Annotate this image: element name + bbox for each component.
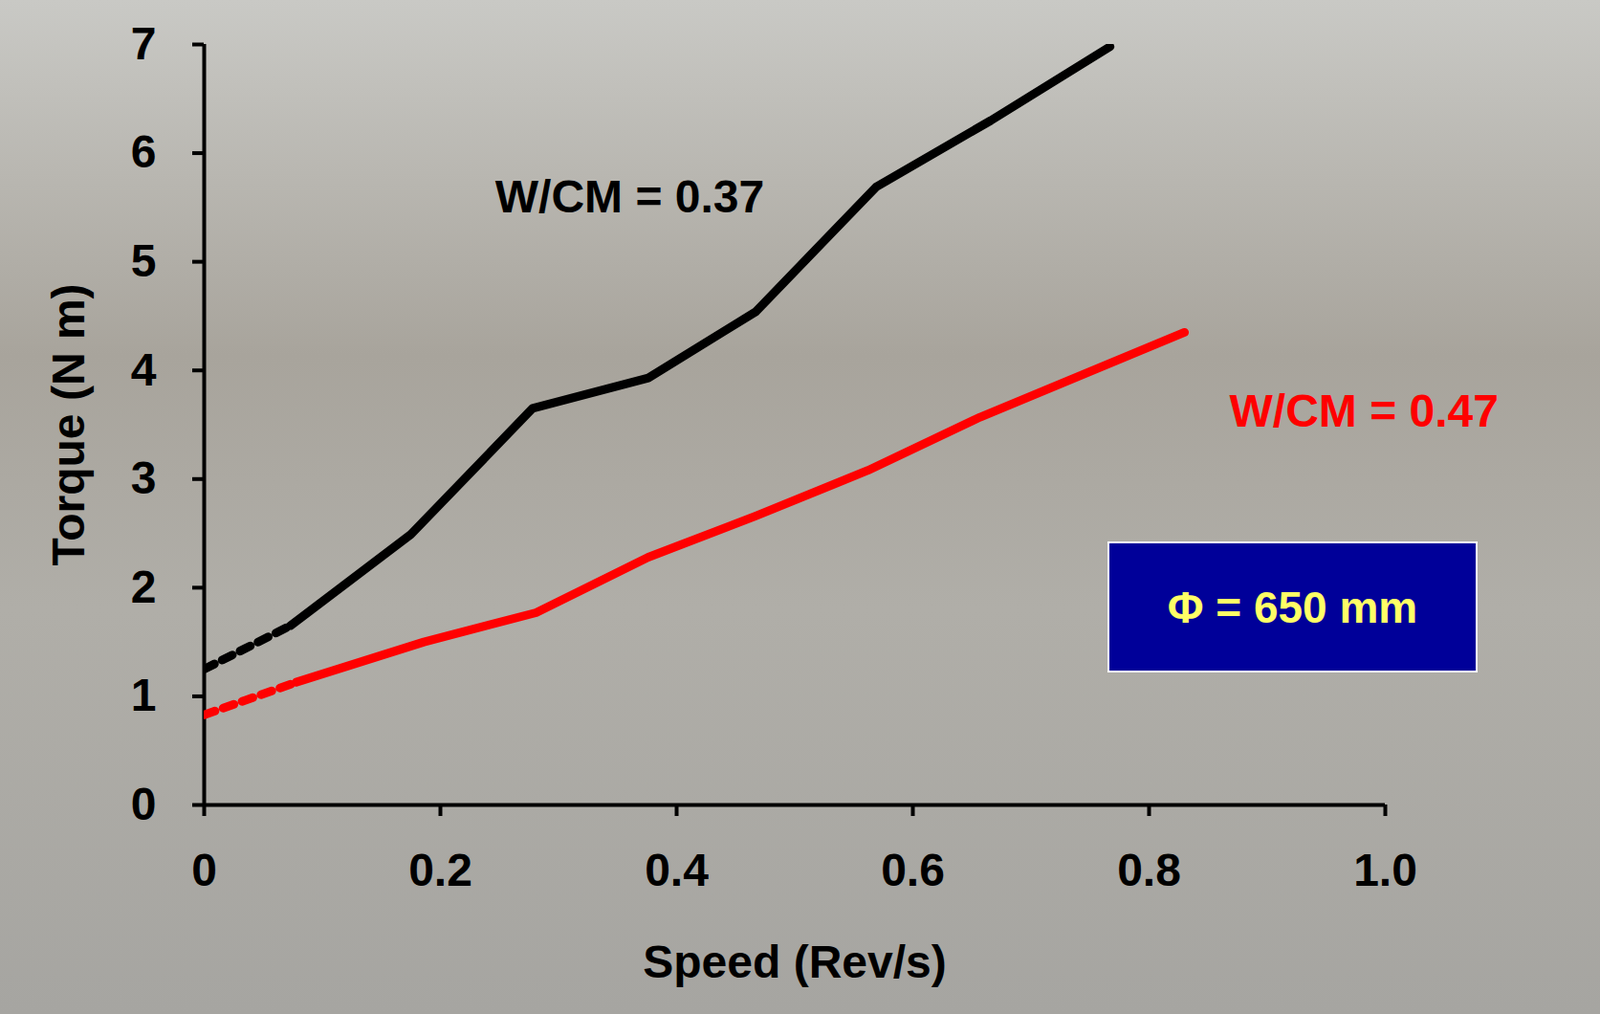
svg-text:6: 6 xyxy=(131,126,157,177)
svg-text:3: 3 xyxy=(131,452,157,504)
svg-text:5: 5 xyxy=(131,235,157,286)
svg-text:Torque (N m): Torque (N m) xyxy=(43,283,94,566)
html-text:Φ = 650 mm: Φ = 650 mm xyxy=(1167,581,1418,632)
svg-text:Speed (Rev/s): Speed (Rev/s) xyxy=(642,936,946,987)
svg-text:0.2: 0.2 xyxy=(408,844,473,896)
svg-text:2: 2 xyxy=(131,561,157,613)
svg-text:0: 0 xyxy=(191,844,218,896)
svg-text:0.6: 0.6 xyxy=(880,844,945,896)
svg-text:1.0: 1.0 xyxy=(1353,844,1418,896)
svg-text:1: 1 xyxy=(131,669,157,721)
svg-text:0.4: 0.4 xyxy=(644,844,709,896)
svg-text:7: 7 xyxy=(131,18,157,69)
svg-text:0: 0 xyxy=(131,778,157,830)
svg-text:W/CM = 0.37: W/CM = 0.37 xyxy=(495,171,765,222)
svg-text:4: 4 xyxy=(131,344,157,395)
svg-text:W/CM = 0.47: W/CM = 0.47 xyxy=(1229,385,1499,437)
svg-text:0.8: 0.8 xyxy=(1117,844,1182,896)
